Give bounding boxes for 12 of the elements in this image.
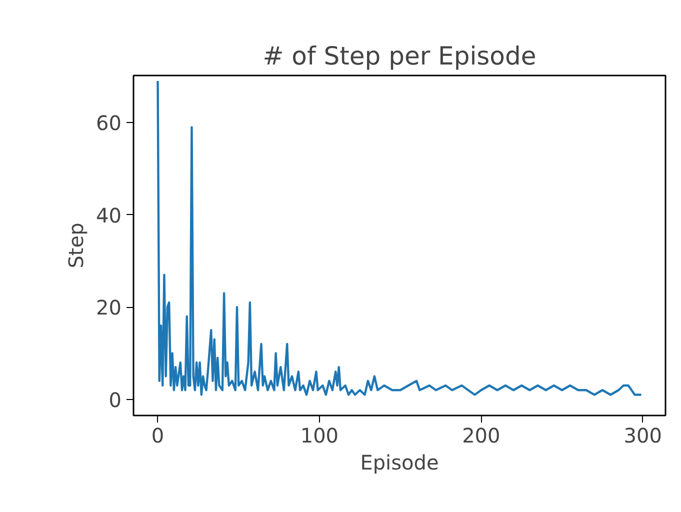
y-tick-label: 60 [96,111,122,136]
x-tick-label: 0 [151,424,164,448]
chart-title: # of Step per Episode [262,42,536,70]
y-tick-label: 40 [96,203,122,228]
x-axis-title: Episode [360,450,439,474]
y-tick-label: 0 [108,388,122,412]
line-series [156,80,642,396]
x-tick-label: 200 [462,424,500,448]
x-tick-label: 300 [624,424,662,448]
x-tick-label: 100 [300,424,339,448]
y-tick-label: 20 [96,296,122,320]
y-axis-title: Step [64,222,88,268]
